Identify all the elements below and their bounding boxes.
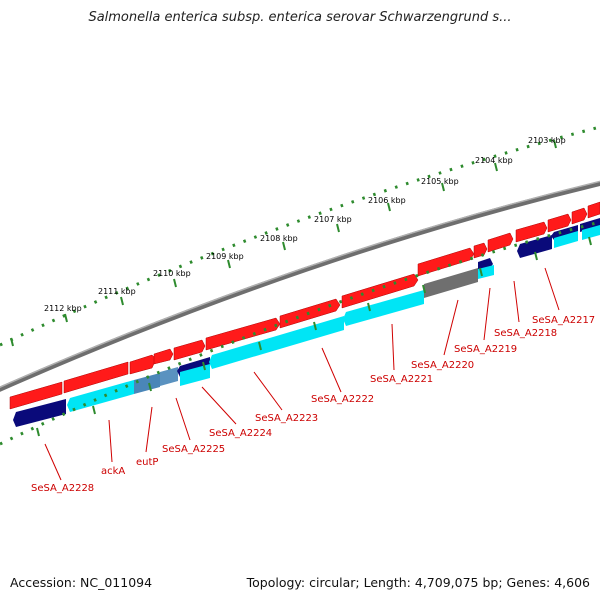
ruler-tick: 2111 kbp xyxy=(98,287,136,306)
ruler-label: 2110 kbp xyxy=(153,269,191,278)
cds-forward[interactable] xyxy=(473,242,488,259)
gene-label[interactable]: SeSA_A2225 xyxy=(162,444,225,455)
genome-title: Salmonella enterica subsp. enterica sero… xyxy=(88,10,512,25)
gene-label[interactable]: SeSA_A2221 xyxy=(370,374,433,385)
outer-ruler-arc xyxy=(0,125,600,347)
gene-label[interactable]: SeSA_A2217 xyxy=(532,315,595,326)
gene-label[interactable]: SeSA_A2220 xyxy=(411,360,474,371)
ruler-tick: 2104 kbp xyxy=(475,156,513,172)
gene-label[interactable]: SeSA_A2228 xyxy=(31,483,94,494)
gene-labels: SeSA_A2217 SeSA_A2218 SeSA_A2219 SeSA_A2… xyxy=(31,315,595,494)
cds-forward[interactable] xyxy=(153,348,174,365)
gene-label[interactable]: SeSA_A2223 xyxy=(255,413,318,424)
cds-reverse-dark[interactable] xyxy=(517,235,552,258)
cds-forward[interactable] xyxy=(487,232,514,253)
cds-reverse[interactable] xyxy=(209,316,344,369)
cds-reverse-steel[interactable] xyxy=(134,373,160,394)
ruler-label: 2106 kbp xyxy=(368,196,406,205)
cds-reverse-gray[interactable] xyxy=(424,268,478,298)
inner-ruler-arc xyxy=(0,220,600,446)
ruler-tick: 2109 kbp xyxy=(206,252,244,269)
gene-label[interactable]: SeSA_A2222 xyxy=(311,394,374,405)
cds-reverse[interactable] xyxy=(582,225,600,240)
cds-forward[interactable] xyxy=(571,207,588,225)
reverse-strand xyxy=(13,218,600,427)
cds-reverse[interactable] xyxy=(180,364,210,386)
accession-text: Accession: NC_011094 xyxy=(10,575,153,590)
ruler: 2103 kbp 2104 kbp 2105 kbp 2106 kbp 2107… xyxy=(10,136,566,347)
cds-reverse[interactable] xyxy=(554,231,578,248)
cds-forward[interactable] xyxy=(129,354,157,375)
gene-label[interactable]: eutP xyxy=(136,457,158,468)
cds-forward[interactable] xyxy=(341,273,419,309)
cds-forward[interactable] xyxy=(279,298,341,329)
ruler-tick: 2110 kbp xyxy=(153,269,191,288)
inner-ruler-ticks xyxy=(36,236,592,437)
cds-forward[interactable] xyxy=(9,381,63,410)
ruler-tick: 2107 kbp xyxy=(314,215,352,233)
cds-forward[interactable] xyxy=(547,213,572,233)
cds-reverse-dark[interactable] xyxy=(13,399,66,427)
cds-forward[interactable] xyxy=(587,201,600,219)
cds-forward[interactable] xyxy=(515,221,548,243)
ruler-label: 2103 kbp xyxy=(528,136,566,145)
ruler-tick: 2103 kbp xyxy=(528,136,566,149)
cds-reverse-steel[interactable] xyxy=(160,367,178,386)
cds-reverse[interactable] xyxy=(343,290,424,326)
ruler-label: 2107 kbp xyxy=(314,215,352,224)
gene-label[interactable]: SeSA_A2218 xyxy=(494,328,557,339)
ruler-label: 2105 kbp xyxy=(421,177,459,186)
ruler-tick: 2105 kbp xyxy=(421,177,459,192)
forward-strand xyxy=(9,201,600,410)
ruler-label: 2112 kbp xyxy=(44,304,82,313)
ruler-label: 2111 kbp xyxy=(98,287,136,296)
gene-label[interactable]: SeSA_A2219 xyxy=(454,344,517,355)
cds-forward[interactable] xyxy=(63,361,129,394)
label-leaders xyxy=(44,267,560,481)
ruler-label: 2104 kbp xyxy=(475,156,513,165)
cds-forward[interactable] xyxy=(205,317,281,351)
ruler-tick: 2106 kbp xyxy=(368,196,406,212)
gene-label[interactable]: SeSA_A2224 xyxy=(209,428,272,439)
genome-backbone xyxy=(0,180,600,392)
ruler-label: 2109 kbp xyxy=(206,252,244,261)
cds-forward[interactable] xyxy=(173,339,206,361)
genome-stats-text: Topology: circular; Length: 4,709,075 bp… xyxy=(246,575,590,590)
ruler-tick: 2112 kbp xyxy=(44,304,82,323)
ruler-label: 2108 kbp xyxy=(260,234,298,243)
ruler-tick: 2108 kbp xyxy=(260,234,298,251)
cds-reverse-dark[interactable] xyxy=(580,218,600,232)
gene-label[interactable]: ackA xyxy=(101,466,125,477)
